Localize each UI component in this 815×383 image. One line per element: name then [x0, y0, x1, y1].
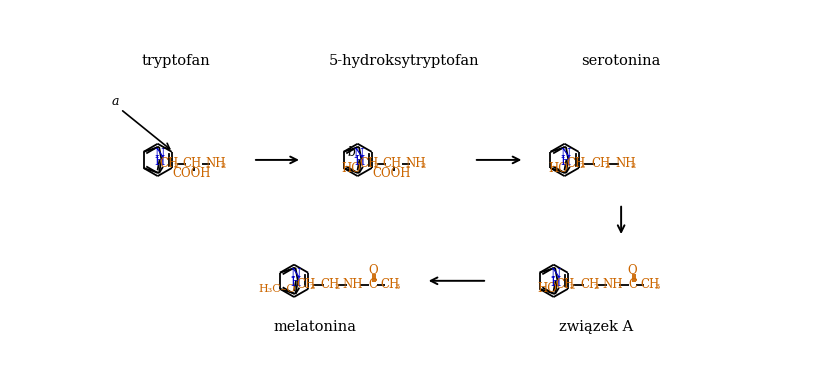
Text: 2: 2	[310, 283, 315, 291]
Text: tryptofan: tryptofan	[141, 54, 210, 68]
Text: CH: CH	[182, 157, 201, 170]
Text: 2: 2	[580, 162, 585, 170]
Text: 2: 2	[605, 162, 610, 170]
Text: CH: CH	[591, 157, 610, 170]
Text: CH: CH	[640, 278, 659, 291]
Text: a: a	[112, 95, 120, 108]
Text: NH: NH	[615, 157, 636, 170]
Text: 2: 2	[569, 283, 575, 291]
Text: H₃C–O: H₃C–O	[258, 284, 296, 294]
Text: COOH: COOH	[172, 167, 211, 180]
Text: N: N	[561, 147, 571, 160]
Text: H: H	[290, 276, 301, 289]
Text: CH: CH	[296, 278, 315, 291]
Text: CH: CH	[556, 278, 575, 291]
Text: H: H	[561, 155, 571, 168]
Text: b: b	[347, 146, 355, 159]
Text: CH: CH	[566, 157, 586, 170]
Text: 2: 2	[594, 283, 599, 291]
Text: związek A: związek A	[559, 320, 633, 334]
Text: N: N	[154, 147, 164, 160]
Text: CH: CH	[580, 278, 600, 291]
Text: NH: NH	[342, 278, 363, 291]
Text: CH: CH	[321, 278, 340, 291]
Text: N: N	[290, 268, 301, 282]
Text: NH: NH	[602, 278, 623, 291]
Text: CH: CH	[359, 157, 379, 170]
Text: H: H	[550, 276, 560, 289]
Text: 2: 2	[373, 162, 378, 170]
Text: COOH: COOH	[372, 167, 411, 180]
Text: O: O	[368, 264, 378, 277]
Text: HO: HO	[341, 162, 361, 175]
Text: CH: CH	[381, 278, 399, 291]
Text: HO: HO	[548, 162, 568, 175]
Text: CH: CH	[382, 157, 401, 170]
Text: 2: 2	[421, 162, 426, 170]
Text: 2: 2	[173, 162, 178, 170]
Text: HO: HO	[537, 282, 557, 295]
Text: 2: 2	[631, 162, 636, 170]
Text: NH: NH	[405, 157, 425, 170]
Text: melatonina: melatonina	[274, 320, 356, 334]
Text: CH: CH	[160, 157, 178, 170]
Text: H: H	[354, 155, 364, 168]
Text: H: H	[154, 155, 164, 168]
Text: O: O	[628, 264, 637, 277]
Text: NH: NH	[205, 157, 226, 170]
Text: 2: 2	[221, 162, 226, 170]
Text: 5-hydroksytryptofan: 5-hydroksytryptofan	[328, 54, 479, 68]
Text: C: C	[368, 278, 377, 291]
Text: 2: 2	[334, 283, 340, 291]
Text: 3: 3	[394, 283, 399, 291]
Text: 3: 3	[654, 283, 659, 291]
Text: N: N	[354, 147, 364, 160]
Text: serotonina: serotonina	[581, 54, 661, 68]
Text: N: N	[550, 268, 560, 282]
Text: C: C	[628, 278, 637, 291]
